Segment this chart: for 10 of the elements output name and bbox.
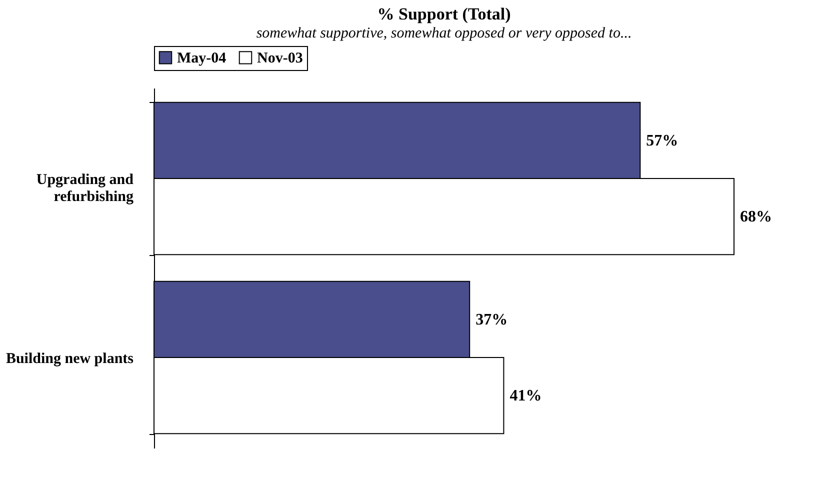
data-label: 37% [476, 311, 508, 328]
chart-title: % Support (Total) [377, 4, 511, 24]
legend-label: Nov-03 [257, 50, 303, 67]
chart-subtitle: somewhat supportive, somewhat opposed or very opposed to... [256, 26, 632, 42]
y-tick-label: Building new plants [6, 351, 134, 368]
y-tick-label: Upgrading and refurbishing [36, 172, 134, 205]
legend-label: May-04 [177, 50, 227, 67]
data-label: 68% [740, 208, 772, 226]
data-label: 41% [510, 388, 542, 405]
data-label: 57% [646, 132, 678, 150]
